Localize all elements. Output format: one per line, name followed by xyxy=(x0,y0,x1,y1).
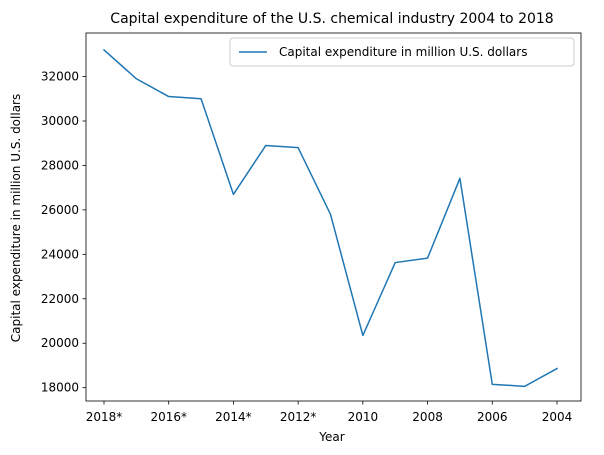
y-axis-label: Capital expenditure in million U.S. doll… xyxy=(9,94,23,342)
x-tick-label: 2018* xyxy=(86,410,123,424)
y-tick-label: 28000 xyxy=(41,158,79,172)
y-tick-label: 18000 xyxy=(41,381,79,395)
x-tick-label: 2014* xyxy=(215,410,252,424)
x-tick-label: 2004 xyxy=(542,410,573,424)
x-tick-label: 2008 xyxy=(412,410,443,424)
x-tick-label: 2006 xyxy=(477,410,508,424)
legend-label: Capital expenditure in million U.S. doll… xyxy=(279,45,527,59)
plot-area-frame xyxy=(85,32,582,402)
legend-box xyxy=(229,37,575,67)
legend: Capital expenditure in million U.S. doll… xyxy=(229,37,575,67)
x-tick-label: 2012* xyxy=(280,410,317,424)
y-axis: 18000 20000 22000 24000 26000 28000 30000 32000 xyxy=(41,70,86,395)
y-tick-label: 32000 xyxy=(41,70,79,84)
chart-title: Capital expenditure of the U.S. chemical… xyxy=(110,11,553,27)
x-tick-label: 2010 xyxy=(348,410,379,424)
y-tick-label: 24000 xyxy=(41,247,79,261)
y-tick-label: 20000 xyxy=(41,336,79,350)
x-axis-label: Year xyxy=(318,430,344,444)
series-line xyxy=(102,48,559,388)
y-tick-label: 26000 xyxy=(41,203,79,217)
y-tick-label: 30000 xyxy=(41,114,79,128)
x-tick-label: 2016* xyxy=(150,410,187,424)
y-tick-label: 22000 xyxy=(41,292,79,306)
x-axis: 2018* 2016* 2014* 2012* 2010 2008 2006 2004 xyxy=(86,401,573,424)
